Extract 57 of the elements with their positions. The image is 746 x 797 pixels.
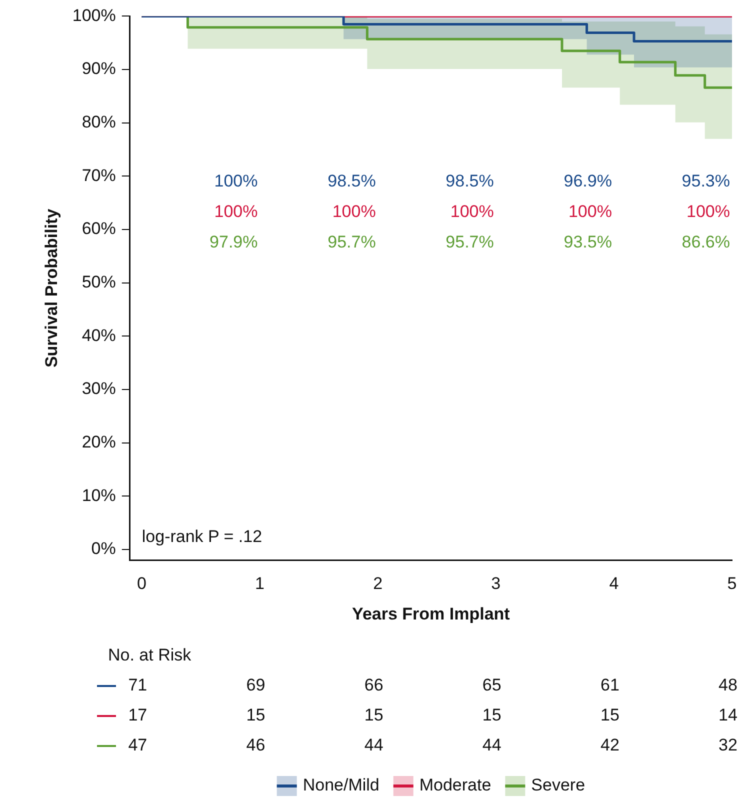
- text: 66: [364, 676, 384, 695]
- text: 15: [482, 706, 502, 725]
- x-tick-label: 4: [609, 574, 619, 594]
- text: 15: [364, 706, 384, 725]
- annotation: log-rank P = .12: [142, 527, 262, 546]
- y-tick-label: 80%: [82, 112, 116, 132]
- text: 46: [246, 736, 266, 755]
- annotation: 93.5%: [564, 232, 612, 252]
- legend-label: Moderate: [419, 776, 492, 795]
- y-tick-label: 90%: [82, 59, 116, 78]
- annotation: 100%: [332, 202, 376, 222]
- y-tick-label: 50%: [82, 272, 116, 292]
- annotation: 100%: [686, 202, 730, 222]
- text: 32: [718, 736, 738, 755]
- legend-label: None/Mild: [302, 776, 380, 795]
- text: 44: [364, 736, 384, 755]
- annotation: 98.5%: [446, 172, 494, 191]
- y-tick-label: 10%: [82, 486, 116, 505]
- y-tick-label: 0%: [91, 539, 116, 558]
- annotation: 95.7%: [328, 232, 376, 252]
- y-tick-label: 60%: [82, 219, 116, 238]
- x-axis-title: Years From Implant: [352, 604, 510, 624]
- legend-label: Severe: [531, 776, 586, 795]
- text: 15: [246, 706, 266, 725]
- text: 42: [600, 736, 620, 755]
- text: 65: [482, 676, 502, 695]
- text: 48: [718, 676, 738, 695]
- y-tick-label: 40%: [82, 326, 116, 345]
- text: 44: [482, 736, 502, 755]
- annotation: 95.3%: [682, 172, 730, 191]
- y-tick-label: 100%: [72, 6, 116, 25]
- annotation: 96.9%: [564, 172, 612, 191]
- annotation: 100%: [214, 172, 258, 191]
- text: 17: [128, 706, 148, 725]
- annotation: 100%: [568, 202, 612, 222]
- x-tick-label: 0: [136, 574, 146, 594]
- annotation: 97.9%: [210, 232, 258, 252]
- text: No. at Risk: [108, 646, 192, 665]
- x-tick-label: 2: [373, 574, 383, 594]
- text: 61: [600, 676, 620, 695]
- y-tick-label: 20%: [82, 432, 116, 452]
- x-tick-label: 1: [255, 574, 264, 594]
- x-tick-label: 3: [491, 574, 501, 594]
- x-tick-label: 5: [727, 574, 737, 594]
- y-tick-label: 70%: [82, 166, 116, 185]
- text: 15: [600, 706, 620, 725]
- y-axis-title: Survival Probability: [42, 208, 61, 368]
- annotation: 100%: [214, 202, 258, 222]
- text: 47: [128, 736, 148, 755]
- annotation: 95.7%: [446, 232, 494, 252]
- annotation: 100%: [450, 202, 494, 222]
- y-tick-label: 30%: [82, 379, 116, 398]
- text: 14: [718, 706, 738, 725]
- text: 71: [128, 676, 148, 695]
- annotation: 86.6%: [682, 232, 730, 252]
- annotation: 98.5%: [328, 172, 376, 191]
- text: 69: [246, 676, 266, 695]
